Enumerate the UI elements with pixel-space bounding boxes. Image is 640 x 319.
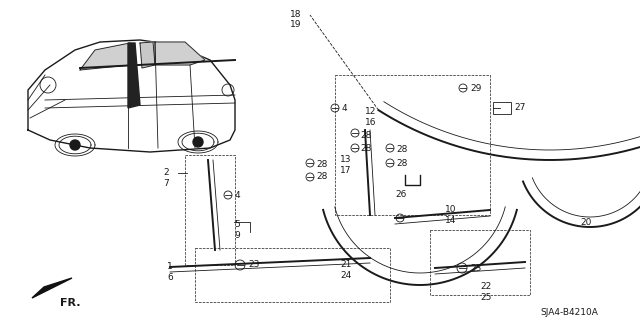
Text: 19: 19 [290, 20, 301, 29]
Text: 16: 16 [365, 118, 376, 127]
Text: 25: 25 [480, 293, 492, 302]
Circle shape [193, 137, 203, 147]
Text: 21: 21 [340, 260, 351, 269]
Polygon shape [140, 42, 155, 68]
Text: 9: 9 [234, 231, 240, 240]
Text: 26: 26 [395, 190, 406, 199]
Text: SJA4-B4210A: SJA4-B4210A [540, 308, 598, 317]
Text: 28: 28 [316, 172, 328, 181]
Text: 1: 1 [167, 262, 173, 271]
Text: 28: 28 [360, 144, 371, 153]
Text: 6: 6 [167, 273, 173, 282]
Text: 4: 4 [342, 104, 348, 113]
Text: 5: 5 [234, 220, 240, 229]
Text: 28: 28 [316, 160, 328, 169]
Text: FR.: FR. [60, 298, 81, 308]
Text: 27: 27 [514, 103, 525, 112]
Text: 28: 28 [396, 145, 408, 154]
Text: 24: 24 [340, 271, 351, 280]
Polygon shape [32, 278, 72, 298]
Text: 12: 12 [365, 107, 376, 116]
Text: 28: 28 [396, 159, 408, 168]
Text: 20: 20 [580, 218, 591, 227]
Text: 13: 13 [340, 155, 351, 164]
Text: 14: 14 [445, 216, 456, 225]
Text: 29: 29 [470, 84, 481, 93]
Text: 22: 22 [480, 282, 492, 291]
Text: 18: 18 [290, 10, 301, 19]
Text: 23: 23 [470, 264, 481, 273]
Polygon shape [128, 43, 140, 108]
Text: 17: 17 [340, 166, 351, 175]
Text: 23: 23 [248, 260, 259, 269]
Text: 4: 4 [235, 191, 241, 200]
Text: 7: 7 [163, 179, 169, 188]
Text: 10: 10 [445, 205, 456, 214]
Circle shape [70, 140, 80, 150]
Text: 2: 2 [163, 168, 168, 177]
Polygon shape [155, 42, 205, 65]
Polygon shape [80, 43, 130, 70]
Text: 28: 28 [360, 131, 371, 140]
